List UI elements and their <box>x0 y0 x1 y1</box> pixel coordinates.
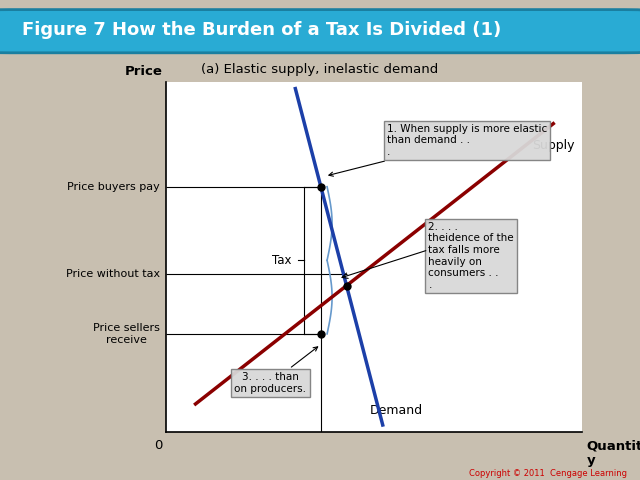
Text: Supply: Supply <box>532 139 575 152</box>
Text: Price buyers pay: Price buyers pay <box>67 182 160 192</box>
Text: Copyright © 2011  Cengage Learning: Copyright © 2011 Cengage Learning <box>469 468 627 478</box>
Text: Tax: Tax <box>272 254 292 267</box>
Text: Price without tax: Price without tax <box>66 269 160 279</box>
Text: 1. When supply is more elastic
than demand . .
.: 1. When supply is more elastic than dema… <box>329 124 547 176</box>
Text: 0: 0 <box>154 439 163 452</box>
Text: Quantit
y: Quantit y <box>587 439 640 467</box>
Text: 2. . . .
theidence of the
tax falls more
heavily on
consumers . .
.: 2. . . . theidence of the tax falls more… <box>429 222 514 290</box>
Text: Demand: Demand <box>370 405 424 418</box>
Text: Price: Price <box>124 65 163 78</box>
Text: Figure 7 How the Burden of a Tax Is Divided (1): Figure 7 How the Burden of a Tax Is Divi… <box>22 21 501 39</box>
Text: 3. . . . than
on producers.: 3. . . . than on producers. <box>234 347 317 394</box>
Text: Price sellers
receive: Price sellers receive <box>93 323 160 345</box>
FancyBboxPatch shape <box>0 10 640 53</box>
Text: (a) Elastic supply, inelastic demand: (a) Elastic supply, inelastic demand <box>202 63 438 76</box>
